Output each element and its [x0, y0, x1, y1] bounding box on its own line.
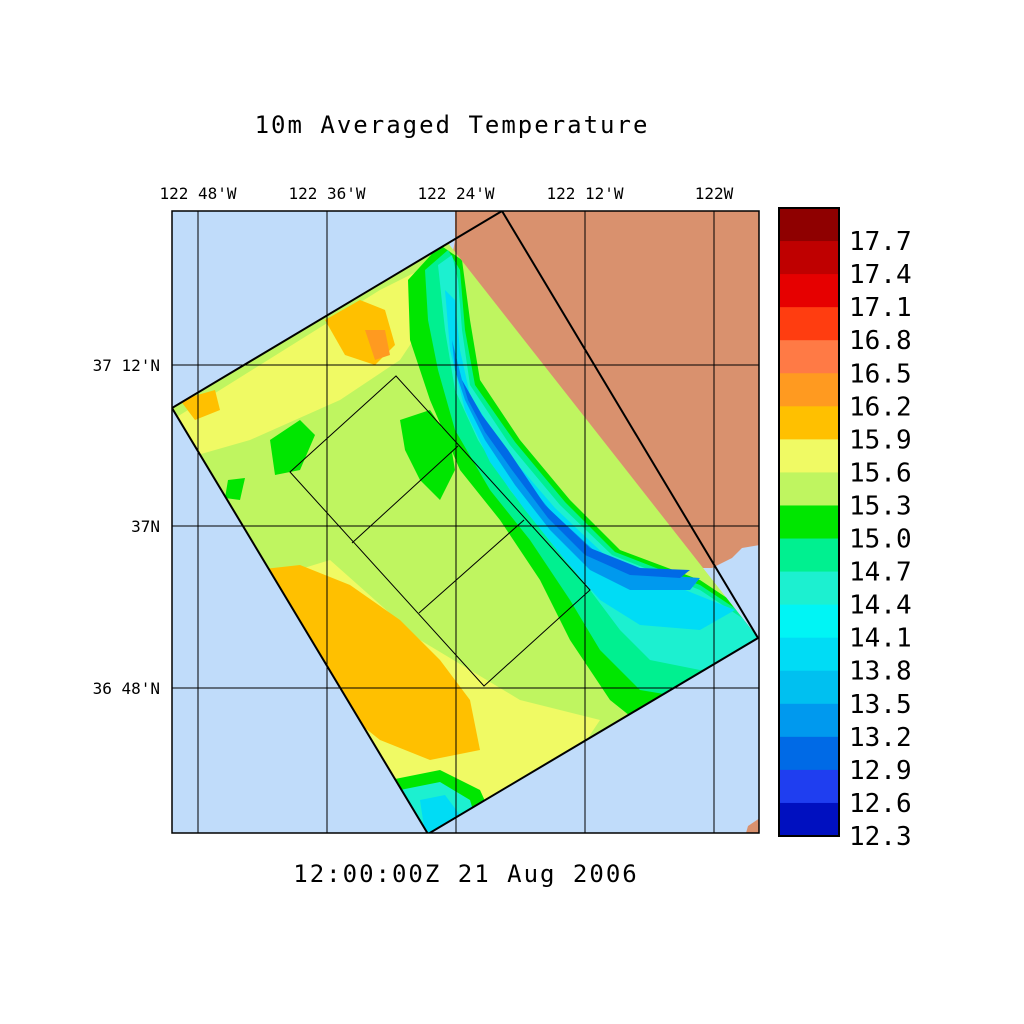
longitude-labels: 122 48'W 122 36'W 122 24'W 122 12'W 122W — [159, 184, 733, 203]
colorbar-label: 14.1 — [849, 624, 912, 654]
colorbar-swatch — [779, 769, 839, 804]
plot-border — [171, 210, 760, 834]
nested-grid-boxes — [289, 375, 591, 687]
lon-label: 122W — [695, 184, 734, 203]
colorbar-swatch — [779, 703, 839, 738]
colorbar-swatch — [779, 505, 839, 540]
colorbar-label: 15.6 — [849, 458, 912, 488]
land-mass — [446, 211, 759, 568]
lon-label: 122 24'W — [417, 184, 494, 203]
colorbar-swatch — [779, 307, 839, 341]
colorbar-swatch — [779, 406, 839, 440]
colorbar-swatch — [779, 274, 839, 308]
map-plot-area — [172, 211, 759, 833]
colorbar-label: 12.9 — [849, 756, 912, 786]
colorbar-label: 17.1 — [849, 293, 912, 323]
colorbar-swatch — [779, 373, 839, 407]
colorbar-label: 15.3 — [849, 491, 912, 521]
colorbar-swatch — [779, 241, 839, 275]
colorbar-swatch — [779, 340, 839, 374]
colorbar-label: 13.2 — [849, 723, 912, 753]
colorbar-label: 14.7 — [849, 558, 912, 588]
lon-label: 122 12'W — [546, 184, 623, 203]
colorbar: 17.717.417.116.816.516.215.915.615.3 15.0… — [778, 207, 912, 852]
lon-label: 122 48'W — [159, 184, 236, 203]
colorbar-swatch — [779, 439, 839, 473]
colorbar-label: 14.4 — [849, 591, 912, 621]
timestamp: 12:00:00Z 21 Aug 2006 — [293, 860, 638, 888]
colorbar-label: 17.4 — [849, 260, 912, 290]
latitude-labels: 37 12'N 37N 36 48'N — [93, 356, 160, 698]
lon-label: 122 36'W — [288, 184, 365, 203]
map-title: 10m Averaged Temperature — [255, 111, 650, 139]
colorbar-label: 13.8 — [849, 657, 912, 687]
model-domain-outline — [172, 211, 759, 833]
colorbar-swatch — [779, 538, 839, 573]
map-grid — [172, 211, 759, 833]
lat-label: 37 12'N — [93, 356, 160, 375]
colorbar-swatch — [779, 604, 839, 639]
colorbar-border — [778, 207, 840, 837]
lat-label: 37N — [131, 517, 160, 536]
land-fragment — [746, 818, 759, 833]
colorbar-label: 12.3 — [849, 822, 912, 852]
colorbar-swatch — [779, 208, 839, 242]
colorbar-label: 17.7 — [849, 227, 912, 257]
colorbar-label: 16.2 — [849, 392, 912, 422]
colorbar-label: 15.0 — [849, 525, 912, 555]
colorbar-swatch — [779, 670, 839, 705]
lat-label: 36 48'N — [93, 679, 160, 698]
colorbar-swatch — [779, 571, 839, 606]
colorbar-label: 16.5 — [849, 359, 912, 389]
colorbar-label: 13.5 — [849, 690, 912, 720]
colorbar-label: 15.9 — [849, 425, 912, 455]
colorbar-swatch — [779, 736, 839, 771]
colorbar-label: 16.8 — [849, 326, 912, 356]
colorbar-swatch — [779, 802, 839, 837]
colorbar-swatch — [779, 472, 839, 506]
colorbar-label: 12.6 — [849, 789, 912, 819]
colorbar-swatch — [779, 637, 839, 672]
